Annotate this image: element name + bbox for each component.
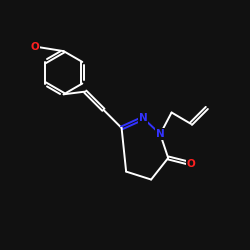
Text: N: N xyxy=(156,129,164,139)
Text: N: N xyxy=(139,113,147,123)
Text: O: O xyxy=(186,159,195,169)
Text: O: O xyxy=(31,42,40,51)
